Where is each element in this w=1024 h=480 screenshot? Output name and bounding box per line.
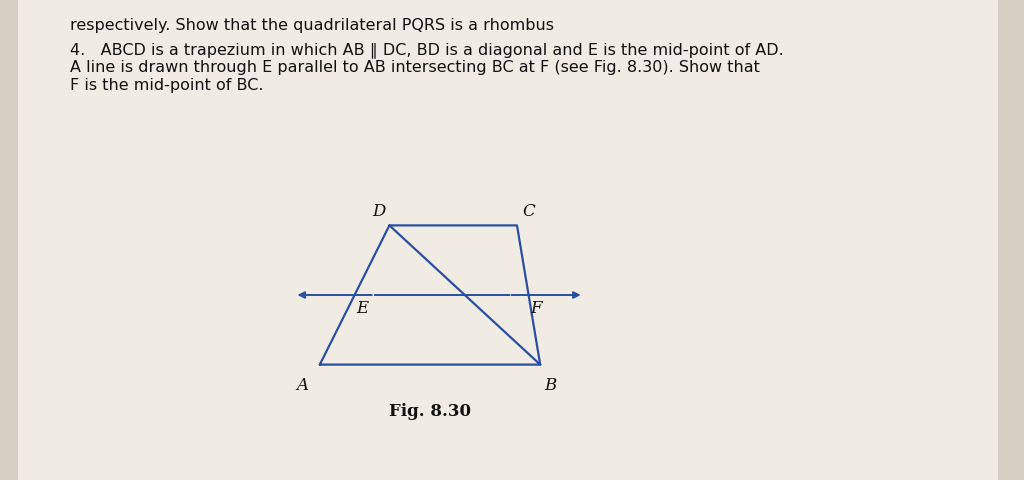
Text: C: C — [522, 204, 535, 220]
Text: 4.   ABCD is a trapezium in which AB ∥ DC, BD is a diagonal and E is the mid-poi: 4. ABCD is a trapezium in which AB ∥ DC,… — [70, 42, 783, 58]
Text: D: D — [372, 204, 385, 220]
Text: B: B — [544, 377, 556, 394]
Text: F is the mid-point of BC.: F is the mid-point of BC. — [70, 78, 263, 93]
Text: respectively. Show that the quadrilateral PQRS is a rhombus: respectively. Show that the quadrilatera… — [70, 18, 554, 33]
Text: A line is drawn through E parallel to AB intersecting BC at F (see Fig. 8.30). S: A line is drawn through E parallel to AB… — [70, 60, 760, 75]
Text: Fig. 8.30: Fig. 8.30 — [389, 403, 471, 420]
Text: F: F — [530, 300, 542, 317]
Text: A: A — [296, 377, 308, 394]
Text: E: E — [356, 300, 369, 317]
